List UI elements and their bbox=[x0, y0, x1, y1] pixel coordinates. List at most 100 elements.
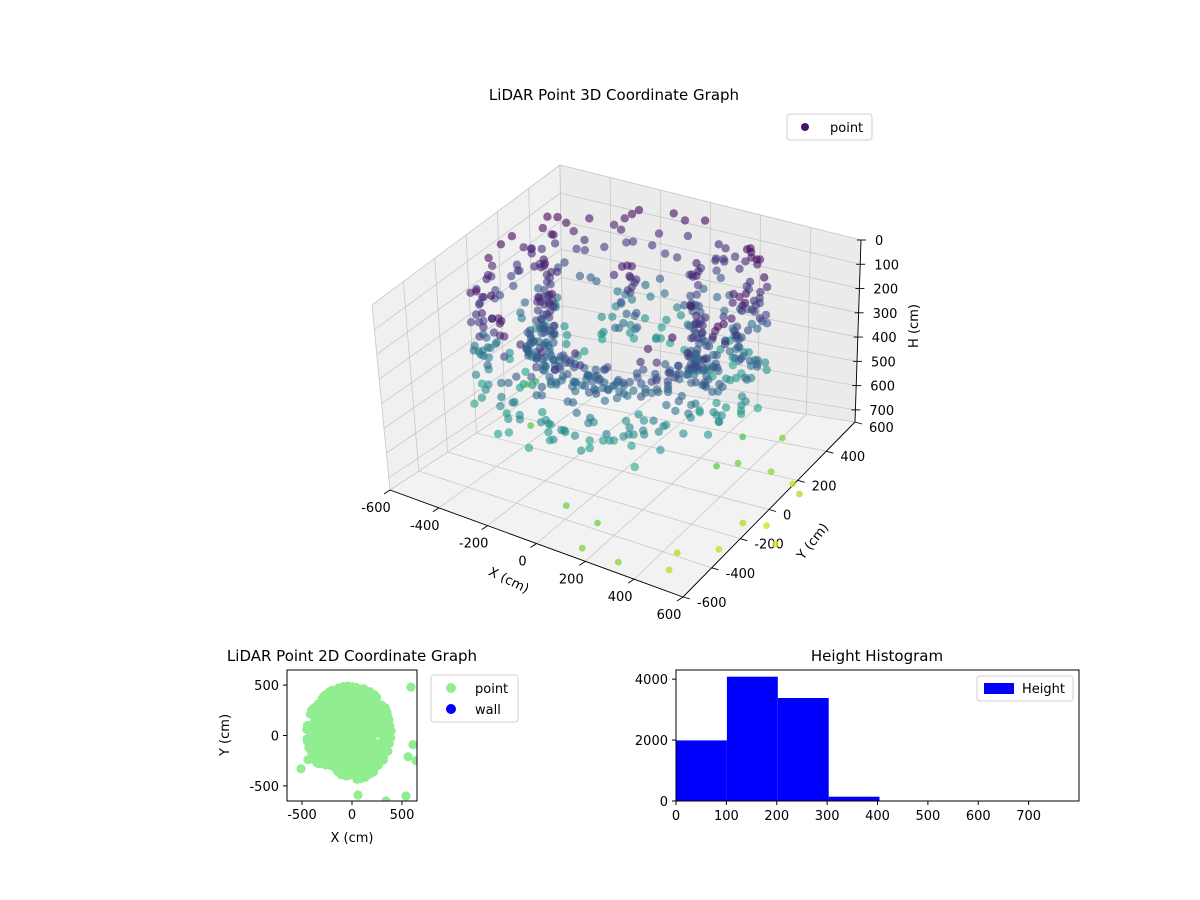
point-3d bbox=[711, 256, 720, 265]
point-3d bbox=[704, 342, 714, 351]
legend-2d: point wall bbox=[430, 674, 519, 723]
point-3d bbox=[693, 362, 702, 371]
point-3d bbox=[755, 314, 765, 323]
point-3d bbox=[753, 403, 762, 413]
histogram-bars bbox=[676, 676, 1033, 801]
z-tick-label-3d: 600 bbox=[870, 380, 895, 395]
y-tick-label-2d: 0 bbox=[271, 730, 279, 745]
point-3d bbox=[532, 362, 541, 372]
x-tick-label-histogram: 700 bbox=[1016, 809, 1041, 824]
point-3d bbox=[649, 416, 658, 425]
point-3d bbox=[639, 416, 649, 425]
point-3d bbox=[520, 298, 530, 307]
point-3d bbox=[692, 259, 701, 268]
grid-z-left bbox=[381, 277, 562, 404]
point-2d-outlier bbox=[411, 756, 417, 766]
grid-y-left bbox=[402, 281, 420, 472]
points-3d bbox=[466, 205, 803, 574]
point-3d bbox=[557, 425, 566, 435]
point-3d bbox=[580, 381, 590, 391]
x-tick-label-histogram: 400 bbox=[865, 809, 890, 824]
y-tick-3d bbox=[797, 479, 805, 483]
point-3d bbox=[526, 333, 536, 343]
point-3d bbox=[762, 365, 771, 375]
y-axis-label-2d: Y (cm) bbox=[218, 714, 233, 757]
point-3d bbox=[652, 376, 661, 385]
point-3d bbox=[674, 397, 683, 406]
point-3d bbox=[538, 408, 547, 417]
point-3d bbox=[640, 314, 650, 323]
point-3d bbox=[732, 330, 741, 340]
grid-z-left bbox=[378, 249, 562, 380]
point-3d bbox=[715, 379, 724, 389]
legend-2d-label-point: point bbox=[475, 682, 508, 697]
point-3d bbox=[630, 462, 639, 472]
point-3d bbox=[584, 388, 594, 397]
y-tick-3d bbox=[740, 538, 748, 542]
point-3d bbox=[549, 338, 558, 347]
point-3d-outlier bbox=[739, 433, 747, 441]
point-3d bbox=[693, 281, 703, 290]
z-tick-label-3d: 300 bbox=[873, 307, 898, 322]
point-3d bbox=[712, 266, 721, 275]
point-2d bbox=[321, 755, 330, 765]
point-2d bbox=[335, 766, 345, 775]
point-3d bbox=[721, 403, 731, 412]
histogram-bar bbox=[828, 796, 880, 801]
point-3d bbox=[583, 371, 592, 380]
point-3d bbox=[487, 314, 497, 323]
z-axis-line-3d bbox=[854, 239, 862, 423]
point-3d bbox=[728, 298, 737, 307]
legend-histogram: Height bbox=[976, 675, 1074, 702]
point-3d bbox=[719, 312, 728, 321]
point-3d bbox=[620, 214, 629, 223]
point-2d bbox=[354, 693, 364, 702]
point-3d bbox=[699, 355, 708, 364]
point-3d-outlier bbox=[614, 558, 622, 566]
point-3d bbox=[747, 319, 756, 329]
point-2d-outlier bbox=[296, 764, 306, 774]
y-tick-label-histogram: 4000 bbox=[635, 673, 668, 688]
point-3d bbox=[546, 306, 555, 316]
point-3d bbox=[536, 263, 546, 272]
point-3d bbox=[662, 315, 671, 325]
point-3d bbox=[572, 408, 581, 417]
histogram-ticks: 0 100 200 300 400 500 600 700 0 2000 4000 bbox=[635, 673, 1041, 824]
point-3d bbox=[627, 295, 637, 304]
point-3d bbox=[631, 324, 640, 334]
x-tick-label-histogram: 200 bbox=[764, 809, 789, 824]
chart-3d-title: LiDAR Point 3D Coordinate Graph bbox=[489, 86, 739, 104]
point-3d bbox=[477, 309, 487, 318]
point-3d-outlier bbox=[673, 549, 681, 557]
point-2d bbox=[350, 732, 360, 742]
point-3d bbox=[622, 309, 631, 318]
grid-z-left bbox=[383, 305, 563, 429]
legend-2d-marker-point bbox=[446, 683, 456, 693]
point-3d bbox=[553, 212, 562, 222]
y-tick-3d bbox=[768, 509, 777, 512]
y-tick-3d bbox=[682, 596, 691, 600]
point-3d bbox=[536, 418, 546, 427]
point-3d bbox=[683, 320, 692, 329]
point-3d bbox=[735, 264, 744, 273]
point-3d bbox=[616, 297, 626, 307]
point-3d bbox=[497, 392, 506, 402]
point-3d bbox=[743, 326, 753, 335]
point-3d bbox=[636, 392, 646, 401]
point-3d bbox=[545, 298, 554, 307]
point-3d bbox=[676, 311, 686, 320]
point-3d bbox=[544, 419, 553, 428]
point-3d bbox=[528, 380, 537, 390]
z-tick-label-3d: 700 bbox=[869, 404, 894, 419]
point-3d bbox=[483, 361, 492, 370]
point-2d bbox=[302, 734, 311, 744]
point-3d bbox=[753, 324, 762, 333]
point-2d bbox=[338, 756, 348, 765]
point-3d-outlier bbox=[734, 459, 742, 467]
point-3d bbox=[695, 406, 704, 415]
point-3d bbox=[660, 249, 670, 258]
point-3d bbox=[684, 409, 693, 418]
point-3d bbox=[537, 244, 546, 254]
x-tick-3d bbox=[383, 489, 391, 495]
